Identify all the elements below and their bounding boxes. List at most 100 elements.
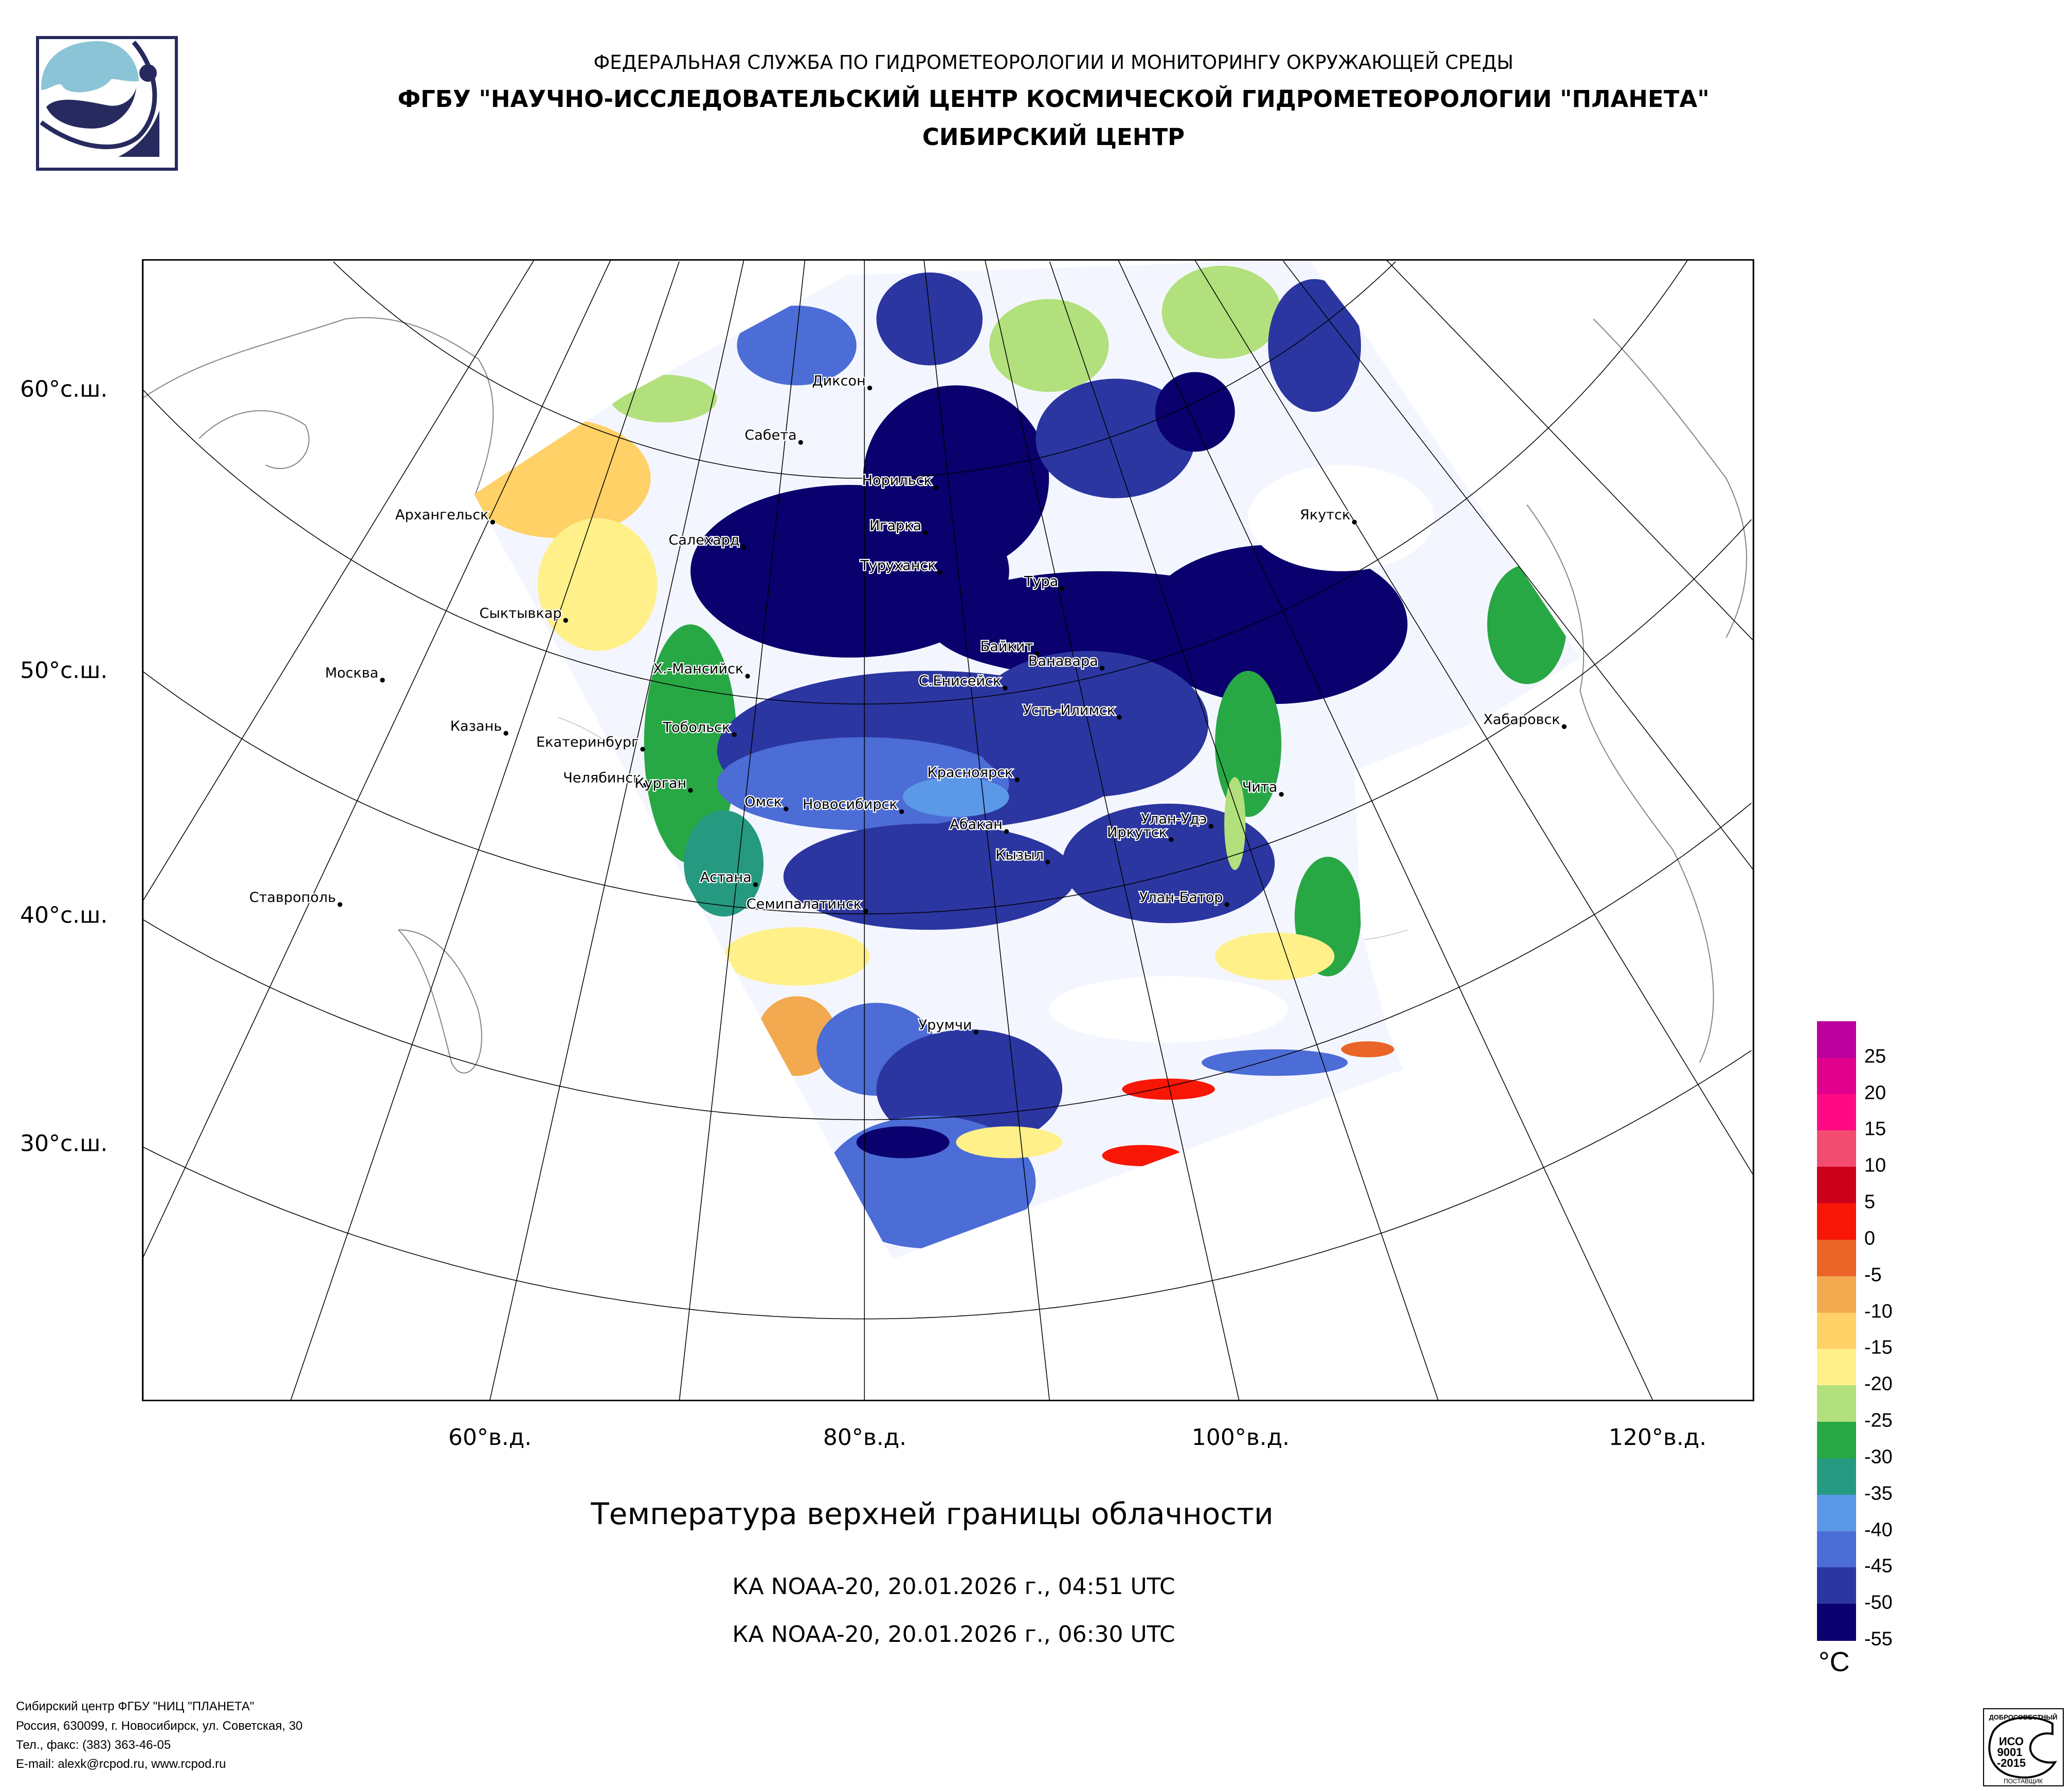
satellite-map: Диксон Сабета Норильск Архангельск Игарка Сал… [142, 259, 1754, 1401]
city-dot [1117, 715, 1122, 720]
city-dot [1045, 859, 1050, 865]
legend-label: -35 [1864, 1482, 1893, 1505]
city-label: Ставрополь [249, 890, 336, 906]
parallel-line [142, 1050, 1752, 1319]
cloud-top-temperature-swath [474, 259, 1580, 1259]
city-label: Екатеринбург [536, 734, 639, 750]
city-dot [934, 485, 939, 490]
lon-label-80: 80°в.д. [823, 1424, 907, 1451]
city-label: Улан-Удэ [1141, 811, 1207, 827]
city-dot [784, 806, 789, 811]
footer-address: Россия, 630099, г. Новосибирск, ул. Сове… [16, 1719, 303, 1733]
city-dot [973, 1029, 978, 1035]
meridian-line [1386, 259, 1754, 641]
legend-label: 25 [1864, 1045, 1886, 1068]
city-dot [745, 674, 750, 679]
city-label: Игарка [869, 518, 921, 534]
footer-contacts: E-mail: alexk@rcpod.ru, www.rcpod.ru [16, 1757, 226, 1771]
meridian-line [1117, 259, 1653, 1400]
legend-color-swatch [1817, 1021, 1856, 1058]
map-title: Температура верхней границы облачности [591, 1496, 1274, 1531]
city-dot [899, 809, 904, 814]
city-label: Омск [744, 794, 782, 810]
city-dot [741, 545, 746, 550]
meridian-line [142, 259, 611, 1258]
svg-text:-2015: -2015 [1997, 1757, 2026, 1769]
legend-color-swatch [1817, 1276, 1856, 1313]
city-dot [923, 530, 928, 535]
city-label: Сыктывкар [479, 605, 561, 621]
city-label: Якутск [1300, 507, 1350, 523]
iso-badge: ДОБРОСОВЕСТНЫЙ ИСО 9001 -2015 ПОСТАВЩИК [1983, 1708, 2064, 1786]
city-label: Курган [634, 775, 686, 791]
city-dot [1060, 586, 1065, 591]
legend-label: 20 [1864, 1081, 1886, 1103]
city-label: Урумчи [919, 1017, 972, 1033]
legend-color-swatch [1817, 1458, 1856, 1495]
planeta-logo [36, 36, 178, 171]
city-label: Ванавара [1028, 653, 1098, 669]
city-label: Улан-Батор [1139, 890, 1223, 906]
legend-label: -55 [1864, 1628, 1893, 1650]
city-dot [1561, 724, 1567, 729]
legend-label: 5 [1864, 1191, 1876, 1213]
legend-label: 0 [1864, 1227, 1876, 1250]
city-label: Туруханск [860, 557, 936, 573]
city-dot [1169, 837, 1174, 842]
meridian-line [1283, 261, 1754, 871]
city-label: Красноярск [927, 765, 1013, 781]
legend-label: -5 [1864, 1264, 1882, 1286]
city-dot [1004, 829, 1009, 834]
legend-color-swatch [1817, 1385, 1856, 1423]
lon-label-120: 120°в.д. [1608, 1424, 1707, 1451]
legend-color-swatch [1817, 1057, 1856, 1095]
footer-phone: Тел., факс: (383) 363-46-05 [16, 1738, 171, 1752]
city-label: Астана [700, 870, 752, 885]
legend-color-swatch [1817, 1422, 1856, 1459]
header-center: СИБИРСКИЙ ЦЕНТР [922, 123, 1185, 151]
city-dot [337, 902, 342, 907]
city-dot [688, 788, 693, 793]
lat-label-50: 50°с.ш. [20, 657, 108, 684]
city-label: Абакан [950, 817, 1003, 833]
city-dot [1099, 665, 1105, 671]
meridian-line [1194, 260, 1753, 1174]
city-dot [503, 731, 508, 736]
parallel-line [142, 803, 1752, 1120]
city-dot [1208, 824, 1213, 829]
legend-color-swatch [1817, 1531, 1856, 1568]
city-dot [1034, 651, 1040, 656]
city-label: С.Енисейск [919, 673, 1002, 689]
city-dot [1003, 685, 1008, 691]
meridian-line [985, 260, 1240, 1401]
city-label: Новосибирск [803, 797, 898, 812]
legend-label: -50 [1864, 1591, 1893, 1614]
city-dot [490, 519, 495, 524]
city-label: Усть-Илимск [1023, 702, 1115, 718]
legend-color-swatch [1817, 1203, 1856, 1240]
city-label: Тура [1024, 573, 1058, 589]
city-label: Кызыл [995, 847, 1044, 863]
city-dot [863, 909, 868, 914]
city-dot [867, 385, 873, 391]
pass-info-1: КА NOAA-20, 20.01.2026 г., 04:51 UTC [732, 1573, 1175, 1600]
legend-color-swatch [1817, 1604, 1856, 1641]
lat-label-30: 30°с.ш. [20, 1130, 108, 1157]
city-dot [380, 678, 385, 683]
pass-info-2: КА NOAA-20, 20.01.2026 г., 06:30 UTC [732, 1621, 1175, 1648]
city-label: Норильск [862, 473, 932, 489]
city-dot [1014, 777, 1020, 783]
city-markers: Диксон Сабета Норильск Архангельск Игарка Сал… [248, 372, 1567, 1035]
svg-text:ИСО: ИСО [1999, 1735, 2024, 1748]
meridian-line [923, 260, 1050, 1401]
city-label: Архангельск [395, 507, 489, 523]
city-label: Салехард [668, 532, 739, 548]
coastlines [142, 317, 1748, 1074]
meridian-line [1049, 261, 1439, 1401]
city-label: Байкит [980, 639, 1033, 655]
legend-label: -15 [1864, 1336, 1893, 1359]
city-label: Иркутск [1107, 824, 1167, 840]
city-dot [643, 783, 648, 788]
legend-label: -30 [1864, 1446, 1893, 1468]
city-dot [753, 882, 758, 888]
